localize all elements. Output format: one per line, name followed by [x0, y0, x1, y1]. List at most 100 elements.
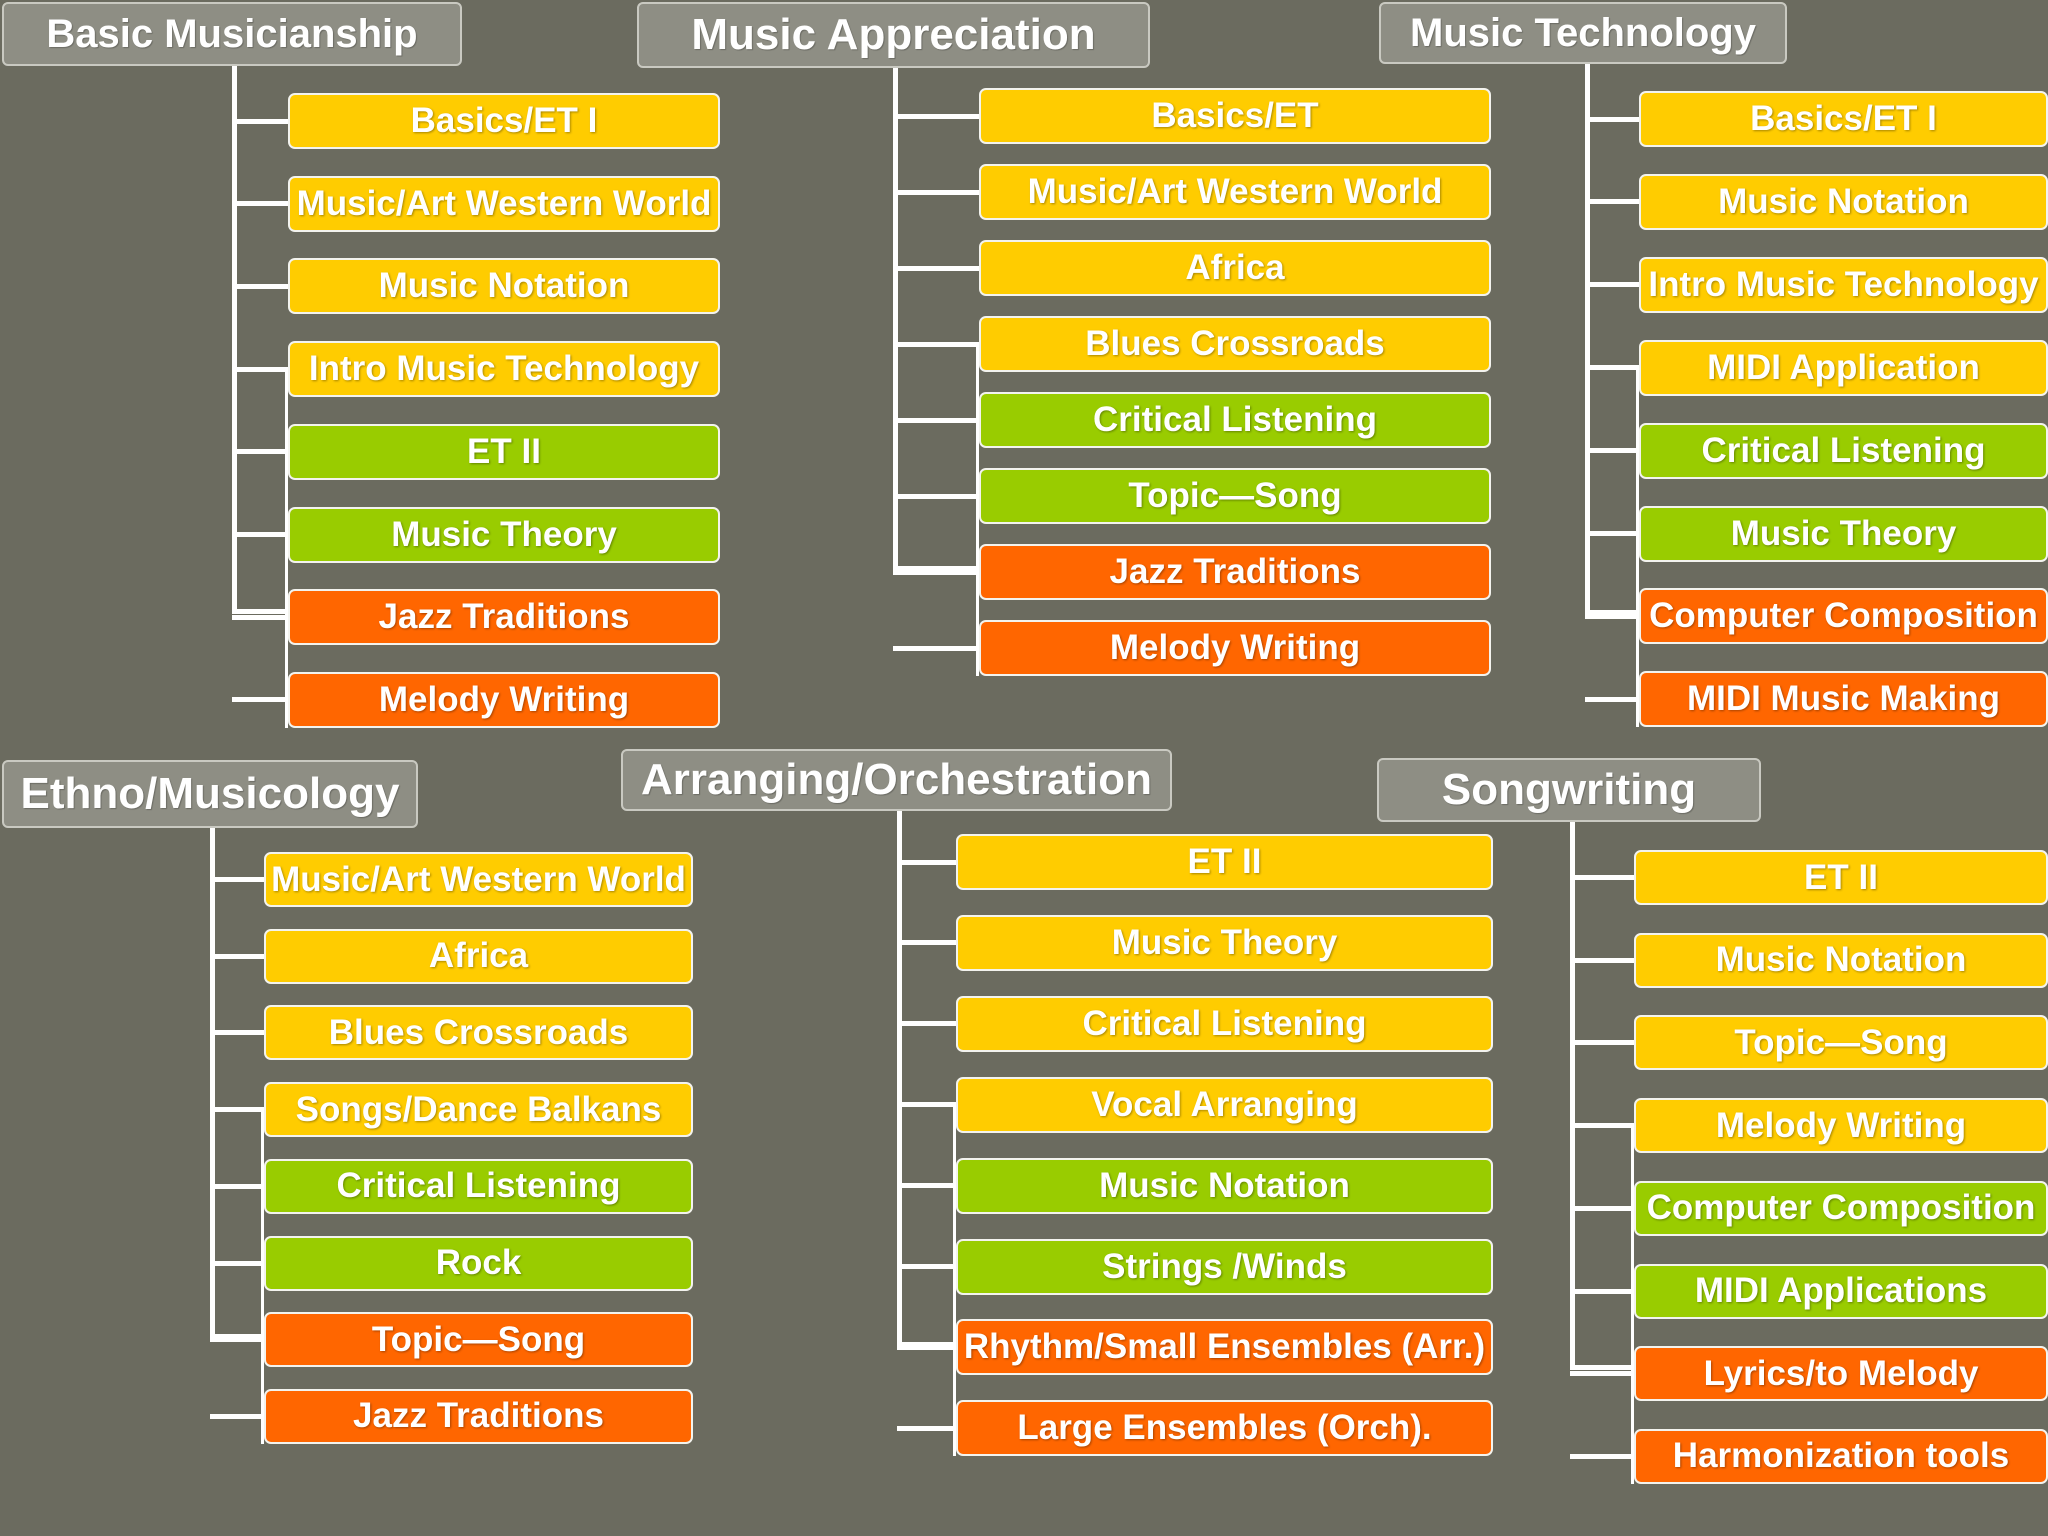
connector-branch	[232, 366, 288, 372]
connector-branch	[893, 417, 979, 423]
connector-bundle	[1636, 367, 1639, 728]
connector-bundle	[285, 369, 288, 728]
connector-branch	[893, 569, 979, 575]
course-midi-application: MIDI Application	[1639, 339, 2048, 396]
course-large-ensembles-orch: Large Ensembles (Orch).	[956, 1400, 1493, 1457]
course-jazz-traditions: Jazz Traditions	[979, 544, 1491, 600]
connector-bottom	[893, 566, 979, 571]
connector-branch	[1585, 448, 1639, 454]
course-music-notation: Music Notation	[1639, 173, 2048, 230]
connector-branch	[232, 449, 288, 455]
course-basics-et-i: Basics/ET I	[288, 93, 720, 149]
course-midi-music-making: MIDI Music Making	[1639, 671, 2048, 728]
connector-branch	[893, 493, 979, 499]
course-critical-listening: Critical Listening	[1639, 422, 2048, 479]
course-music-art-western-world: Music/Art Western World	[288, 175, 720, 232]
connector-branch	[897, 1102, 956, 1108]
course-blues-crossroads: Blues Crossroads	[264, 1005, 693, 1061]
connector-bottom	[1585, 610, 1639, 615]
course-topic-song: Topic—Song	[979, 468, 1491, 524]
group-header: Basic Musicianship	[2, 2, 462, 66]
connector-branch	[893, 189, 979, 195]
connector-branch	[1585, 282, 1639, 288]
connector-branch	[1570, 957, 1634, 963]
course-critical-listening: Critical Listening	[979, 392, 1491, 448]
course-intro-music-technology: Intro Music Technology	[288, 341, 720, 398]
connector-branch	[210, 1260, 264, 1266]
course-jazz-traditions: Jazz Traditions	[288, 589, 720, 646]
course-africa: Africa	[979, 240, 1491, 296]
course-songs-dance-balkans: Songs/Dance Balkans	[264, 1082, 693, 1138]
course-melody-writing: Melody Writing	[979, 620, 1491, 676]
course-et-ii: ET II	[1634, 850, 2048, 905]
connector-trunk	[232, 66, 237, 614]
connector-trunk	[1570, 822, 1575, 1370]
course-music-notation: Music Notation	[956, 1157, 1493, 1214]
connector-branch	[897, 940, 956, 946]
connector-branch	[893, 113, 979, 119]
course-melody-writing: Melody Writing	[1634, 1098, 2048, 1154]
connector-bottom	[1570, 1365, 1634, 1370]
course-lyrics-to-melody: Lyrics/to Melody	[1634, 1346, 2048, 1402]
connector-branch	[897, 1264, 956, 1269]
course-basics-et-i: Basics/ET I	[1639, 91, 2048, 147]
connector-bottom	[232, 609, 288, 614]
course-topic-song: Topic—Song	[1634, 1015, 2048, 1071]
connector-branch	[1585, 531, 1639, 536]
course-et-ii: ET II	[288, 423, 720, 480]
course-africa: Africa	[264, 928, 693, 984]
connector-branch	[1570, 1123, 1634, 1129]
connector-trunk	[210, 828, 215, 1339]
course-music-art-western-world: Music/Art Western World	[979, 164, 1491, 220]
connector-branch	[1570, 1371, 1634, 1377]
connector-branch	[210, 1183, 264, 1189]
group-header: Music Appreciation	[637, 2, 1150, 68]
connector-bundle	[261, 1109, 264, 1444]
connector-branch	[210, 1337, 264, 1343]
connector-branch	[1585, 365, 1639, 371]
group-header: Music Technology	[1379, 2, 1787, 64]
course-rhythm-small-ensembles-arr: Rhythm/Small Ensembles (Arr.)	[956, 1319, 1493, 1376]
connector-branch	[893, 341, 979, 347]
connector-branch	[897, 1425, 956, 1431]
course-intro-music-technology: Intro Music Technology	[1639, 256, 2048, 313]
course-midi-applications: MIDI Applications	[1634, 1263, 2048, 1319]
connector-branch	[897, 1344, 956, 1350]
connector-branch	[210, 877, 264, 882]
connector-branch	[1585, 199, 1639, 205]
connector-branch	[893, 645, 979, 651]
course-music-notation: Music Notation	[288, 258, 720, 315]
connector-branch	[232, 118, 288, 124]
course-blues-crossroads: Blues Crossroads	[979, 316, 1491, 372]
course-critical-listening: Critical Listening	[956, 995, 1493, 1052]
course-jazz-traditions: Jazz Traditions	[264, 1388, 693, 1444]
connector-branch	[232, 201, 288, 207]
course-music-art-western-world: Music/Art Western World	[264, 852, 693, 907]
course-critical-listening: Critical Listening	[264, 1158, 693, 1214]
course-harmonization-tools: Harmonization tools	[1634, 1428, 2048, 1484]
course-computer-composition: Computer Composition	[1634, 1180, 2048, 1236]
connector-trunk	[897, 811, 902, 1347]
connector-branch	[897, 1183, 956, 1189]
connector-bundle	[976, 344, 979, 676]
connector-branch	[1570, 875, 1634, 880]
course-music-theory: Music Theory	[956, 914, 1493, 971]
course-et-ii: ET II	[956, 834, 1493, 890]
connector-branch	[232, 697, 288, 703]
course-music-theory: Music Theory	[1639, 505, 2048, 562]
connector-branch	[1585, 116, 1639, 122]
course-topic-song: Topic—Song	[264, 1312, 693, 1368]
connector-trunk	[1585, 64, 1590, 615]
connector-branch	[232, 614, 288, 620]
connector-branch	[210, 1413, 264, 1419]
group-header: Arranging/Orchestration	[621, 749, 1172, 811]
connector-bottom	[210, 1334, 264, 1339]
connector-bundle	[953, 1104, 956, 1457]
connector-bundle	[1631, 1125, 1634, 1484]
connector-branch	[232, 532, 288, 537]
connector-branch	[1585, 613, 1639, 619]
course-rock: Rock	[264, 1235, 693, 1291]
course-melody-writing: Melody Writing	[288, 671, 720, 728]
connector-branch	[210, 1107, 264, 1113]
connector-trunk	[893, 68, 898, 571]
